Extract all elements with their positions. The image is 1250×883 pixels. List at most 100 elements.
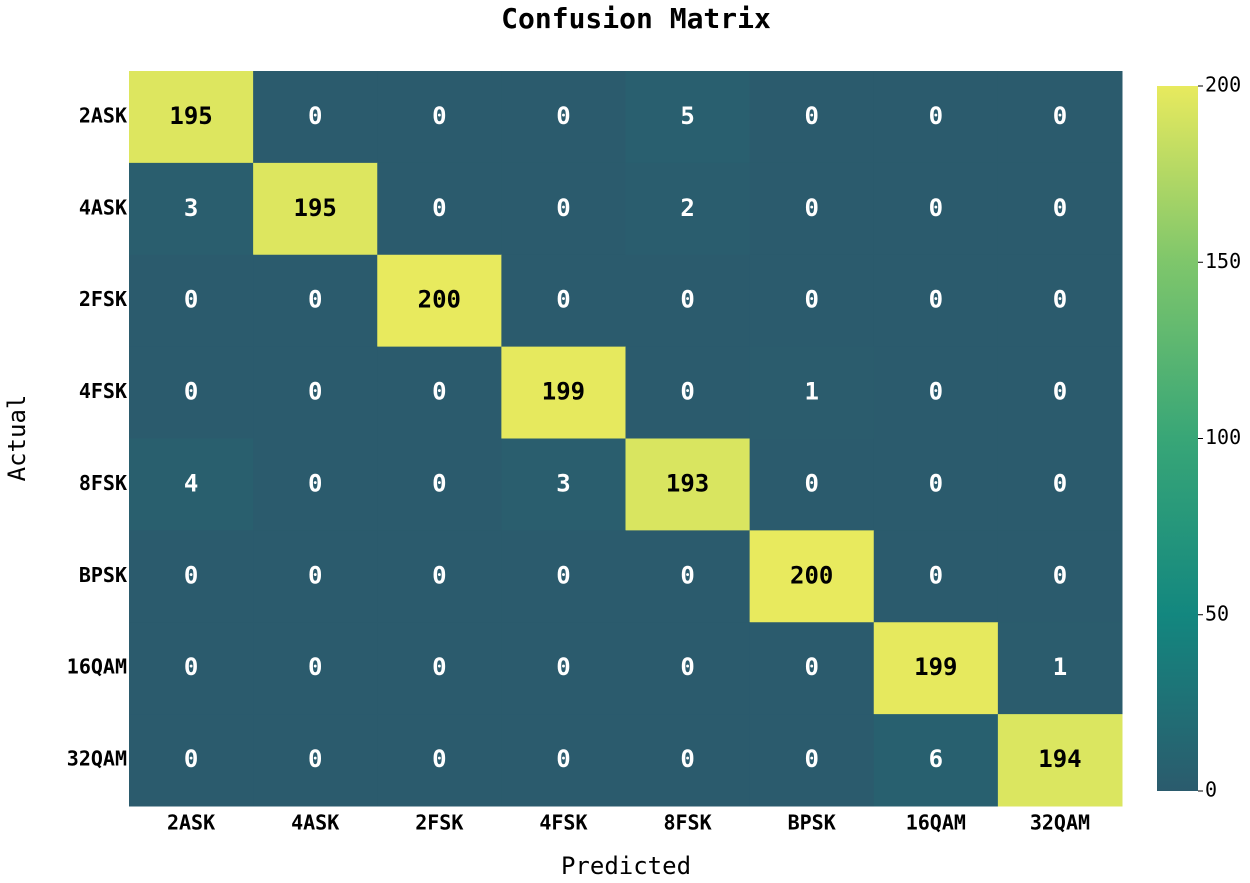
x-tick-label: 8FSK: [663, 811, 711, 835]
heatmap-cell: [377, 346, 502, 439]
cell-label: 199: [542, 378, 585, 406]
cell-label: 4: [184, 469, 198, 497]
cell-label: 0: [432, 102, 446, 130]
cell-label: 0: [308, 469, 322, 497]
heatmap-cell: [253, 254, 378, 348]
heatmap-cell: [377, 714, 502, 807]
heatmap-cell: [501, 346, 626, 439]
cell-label: 0: [929, 286, 943, 314]
cell-label: 0: [680, 561, 694, 589]
heatmap-cell: [997, 622, 1123, 715]
heatmap-cell: [997, 438, 1123, 531]
y-tick-label: 2FSK: [79, 287, 127, 311]
y-tick-label: BPSK: [79, 563, 127, 587]
x-tick-label: 2FSK: [415, 811, 463, 835]
cell-label: 0: [184, 378, 198, 406]
heatmap-cell: [997, 714, 1123, 807]
y-tick-label: 4FSK: [79, 379, 127, 403]
cell-label: 0: [308, 378, 322, 406]
cell-label: 0: [1053, 102, 1067, 130]
cell-label: 0: [680, 745, 694, 773]
heatmap-cell: [873, 254, 999, 348]
heatmap-cell: [749, 622, 875, 715]
heatmap-cell: [749, 254, 875, 348]
cell-label: 0: [804, 469, 818, 497]
heatmap-cell: [377, 71, 502, 164]
cell-label: 0: [184, 286, 198, 314]
cell-label: 0: [1053, 286, 1067, 314]
heatmap-cell: [625, 254, 751, 348]
cell-label: 0: [804, 653, 818, 681]
heatmap-cell: [625, 71, 751, 164]
cell-label: 0: [308, 102, 322, 130]
heatmap-cell: [129, 162, 254, 256]
cell-label: 3: [184, 194, 198, 222]
heatmap-cell: [625, 714, 751, 807]
heatmap-cell: [997, 71, 1123, 164]
cell-label: 0: [929, 102, 943, 130]
cell-label: 0: [308, 745, 322, 773]
x-tick-label: 16QAM: [906, 811, 966, 835]
cell-label: 0: [184, 561, 198, 589]
heatmap-cell: [749, 438, 875, 531]
cell-label: 0: [1053, 194, 1067, 222]
heatmap-cell: [501, 622, 626, 715]
colorbar-tick-label: 100: [1205, 425, 1241, 449]
heatmap-cell: [253, 71, 378, 164]
heatmap-cell: [129, 714, 254, 807]
heatmap-cell: [625, 438, 751, 531]
cell-label: 199: [914, 653, 957, 681]
heatmap-cell: [501, 438, 626, 531]
cell-label: 1: [1053, 653, 1067, 681]
heatmap-cell: [625, 346, 751, 439]
cell-label: 0: [556, 745, 570, 773]
cell-label: 194: [1038, 745, 1081, 773]
x-axis-label: Predicted: [561, 852, 691, 880]
heatmap-cell: [873, 346, 999, 439]
cell-label: 0: [308, 286, 322, 314]
heatmap-cell: [873, 622, 999, 715]
y-axis-label: Actual: [3, 395, 31, 482]
cell-label: 0: [929, 378, 943, 406]
heatmap-cell: [253, 714, 378, 807]
cell-label: 0: [432, 194, 446, 222]
heatmap-cell: [129, 622, 254, 715]
cell-label: 0: [804, 102, 818, 130]
heatmap-cell: [873, 530, 999, 623]
cell-label: 0: [929, 194, 943, 222]
x-tick-label: BPSK: [788, 811, 836, 835]
cell-label: 0: [432, 653, 446, 681]
heatmap-cell: [129, 254, 254, 348]
y-tick-label: 8FSK: [79, 471, 127, 495]
heatmap-cell: [749, 714, 875, 807]
cell-label: 0: [556, 561, 570, 589]
cell-label: 200: [418, 286, 461, 314]
cell-label: 0: [680, 378, 694, 406]
cell-label: 0: [556, 286, 570, 314]
colorbar-tick-label: 0: [1205, 778, 1217, 802]
cell-label: 195: [169, 102, 212, 130]
cell-label: 0: [929, 561, 943, 589]
cell-label: 0: [432, 469, 446, 497]
cell-label: 5: [680, 102, 694, 130]
x-tick-label: 32QAM: [1030, 811, 1090, 835]
y-tick-label: 2ASK: [79, 103, 127, 127]
cell-label: 6: [929, 745, 943, 773]
x-tick-label: 2ASK: [167, 811, 215, 835]
colorbar-tick-label: 150: [1205, 249, 1241, 273]
colorbar: [1157, 86, 1198, 791]
cell-label: 1: [804, 378, 818, 406]
cell-label: 195: [294, 194, 337, 222]
cell-label: 0: [432, 745, 446, 773]
heatmap-cell: [377, 438, 502, 531]
cell-label: 0: [184, 745, 198, 773]
cell-label: 0: [1053, 378, 1067, 406]
colorbar-tick-label: 50: [1205, 601, 1229, 625]
x-tick-label: 4FSK: [539, 811, 587, 835]
heatmap-cell: [873, 71, 999, 164]
heatmap-cell: [873, 438, 999, 531]
heatmap-cell: [377, 530, 502, 623]
heatmap-cell: [501, 71, 626, 164]
heatmap-cell: [625, 622, 751, 715]
